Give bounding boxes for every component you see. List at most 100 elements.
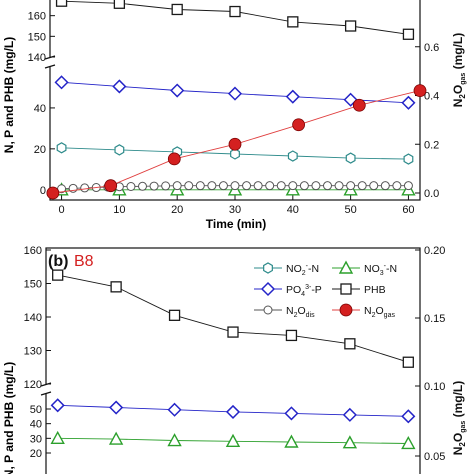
legend-label-po4: PO43--P (286, 284, 322, 298)
panel-a-point (292, 118, 305, 132)
legend-label-n2ogas: N2Ogas (364, 305, 395, 319)
panel-b-break-left-2 (40, 391, 52, 396)
panel-a-point (345, 152, 356, 164)
panel-a-y2tick-label: 0.2 (424, 139, 439, 151)
panel-a: 140 150 160 0 20 40 0.0 0.2 0.4 0.6 0 10 20 30 40 50 60 N… (28, 0, 467, 216)
panel-b-ytick-label: 20 (30, 448, 42, 460)
panel-a-point (413, 84, 427, 98)
panel-a-ylabel: N, P and PHB (mg/L) (2, 37, 16, 153)
panel-a-point (218, 181, 228, 191)
panel-a-point (402, 28, 415, 40)
panel-b-point (401, 409, 416, 424)
panel-a-point (323, 181, 332, 191)
panel-a-point (172, 181, 182, 191)
panel-a-xtick-label: 60 (402, 204, 414, 216)
panel-b-point (109, 400, 124, 415)
panel-a-break-left-mask (44, 58, 56, 66)
panel-b: 120 130 140 150 160 20 30 40 50 0.05 0.10 0.15 0.20 N… (24, 245, 467, 474)
panel-a-point (403, 153, 414, 165)
panel-a-point (242, 181, 252, 191)
panel-a-point (344, 20, 357, 32)
legend-marker-n2ogas (339, 303, 353, 317)
panel-b-point (285, 329, 298, 342)
panel-a-point (230, 148, 240, 160)
panel-b-point (168, 309, 181, 321)
legend-label-no2: NO2--N (286, 263, 319, 277)
panel-a-point (114, 144, 125, 156)
panel-a-break-left-2 (44, 64, 56, 69)
panel-a-point (227, 86, 243, 101)
panel-a-point (392, 181, 402, 191)
panel-a-point (207, 181, 217, 191)
panel-a-point (80, 183, 90, 193)
panel-b-ytick-label: 150 (24, 279, 42, 291)
panel-a-point (311, 181, 321, 191)
panel-a-point (369, 181, 379, 191)
panel-a-xlabel: Time (min) (206, 217, 266, 231)
panel-b-ytick-label: 30 (30, 433, 42, 445)
panel-b-point (50, 398, 65, 413)
panel-b-ytick-label: 120 (24, 379, 42, 391)
panel-a-point (401, 95, 416, 110)
panel-b-label: (b) (48, 253, 68, 270)
panel-a-ytick-label: 150 (28, 31, 46, 43)
panel-a-point (104, 179, 118, 193)
panel-a-point (55, 0, 68, 7)
panel-a-point (167, 152, 181, 166)
panel-a-point (138, 181, 147, 191)
panel-b-point (167, 433, 182, 447)
panel-b-point (402, 356, 414, 368)
panel-a-point (195, 181, 205, 191)
panel-a-point (229, 5, 241, 18)
panel-b-point (284, 406, 299, 421)
panel-b-ytick-label: 130 (24, 346, 42, 358)
panel-a-point (380, 181, 390, 191)
panel-a-point (287, 150, 298, 162)
panel-b-point (227, 326, 239, 338)
panel-a-point (161, 181, 171, 191)
panel-b-title: B8 (74, 253, 94, 270)
panel-b-series-line (57, 274, 409, 363)
panel-a-ytick-label: 0 (40, 185, 46, 197)
panel-b-point (167, 402, 182, 417)
panel-a-point (112, 79, 127, 94)
panel-a-point (171, 3, 183, 16)
panel-b-point (342, 407, 357, 422)
panel-b-point (401, 436, 416, 450)
panel-a-point (170, 83, 185, 98)
panel-a-point (113, 0, 126, 9)
panel-a-y2tick-label: 0.0 (424, 188, 439, 200)
panel-a-xtick-label: 0 (59, 204, 65, 216)
panel-a-xtick-label: 10 (113, 204, 125, 216)
panel-b-point (225, 404, 241, 419)
panel-a-point (287, 16, 299, 28)
panel-a-point (334, 181, 344, 191)
legend-marker-no2 (263, 262, 273, 274)
panel-a-point (265, 181, 275, 191)
panel-a-point (46, 186, 60, 200)
panel-b-y2tick-label: 0.20 (424, 245, 445, 257)
panel-a-ytick-label: 160 (28, 11, 46, 23)
panel-b-y2label: N2Ogas (mg/L) (451, 381, 467, 456)
panel-b-ytick-label: 140 (24, 312, 42, 324)
panel-a-point (299, 181, 309, 191)
panel-a-point (276, 181, 286, 191)
panel-b-ytick-label: 50 (30, 404, 42, 416)
legend-marker-no3 (338, 260, 354, 274)
panel-a-point (149, 181, 159, 191)
panel-b-y2tick-label: 0.05 (424, 451, 445, 463)
panel-b-point (110, 281, 122, 293)
panel-a-point (56, 142, 67, 154)
panel-a-y2tick-label: 0.6 (424, 42, 439, 54)
panel-b-point (284, 434, 299, 448)
panel-b-y2tick-label: 0.15 (424, 313, 445, 325)
panel-b-point (342, 435, 358, 449)
panel-a-point (288, 181, 298, 191)
panel-a-ytick-label: 20 (34, 144, 46, 156)
legend-marker-po4 (260, 281, 276, 297)
panel-b-point (108, 431, 124, 445)
panel-b-ytick-label: 40 (30, 419, 42, 431)
panel-a-point (403, 181, 413, 191)
panel-b-point (50, 430, 65, 445)
